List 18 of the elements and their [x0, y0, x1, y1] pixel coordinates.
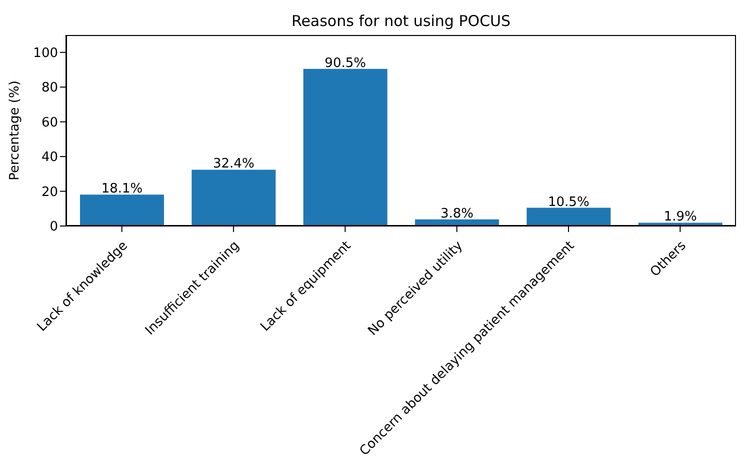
y-tick-label: 0 [50, 220, 58, 235]
data-label: 3.8% [440, 206, 474, 222]
data-label: 1.9% [664, 210, 697, 225]
y-tick-label: 20 [41, 184, 58, 200]
y-tick-label: 80 [41, 80, 58, 96]
y-axis-title: Percentage (%) [8, 80, 23, 180]
data-label: 18.1% [101, 182, 143, 197]
y-tick-label: 60 [41, 115, 58, 130]
y-tick-label: 100 [33, 46, 58, 61]
data-label: 32.4% [213, 156, 254, 172]
data-label: 90.5% [324, 56, 366, 71]
y-tick-label: 40 [41, 150, 58, 166]
bar [526, 208, 611, 226]
bar [80, 194, 164, 226]
bar [303, 68, 388, 226]
bar [192, 170, 276, 226]
chart-title: Reasons for not using POCUS [290, 12, 512, 30]
data-label: 10.5% [548, 194, 590, 210]
